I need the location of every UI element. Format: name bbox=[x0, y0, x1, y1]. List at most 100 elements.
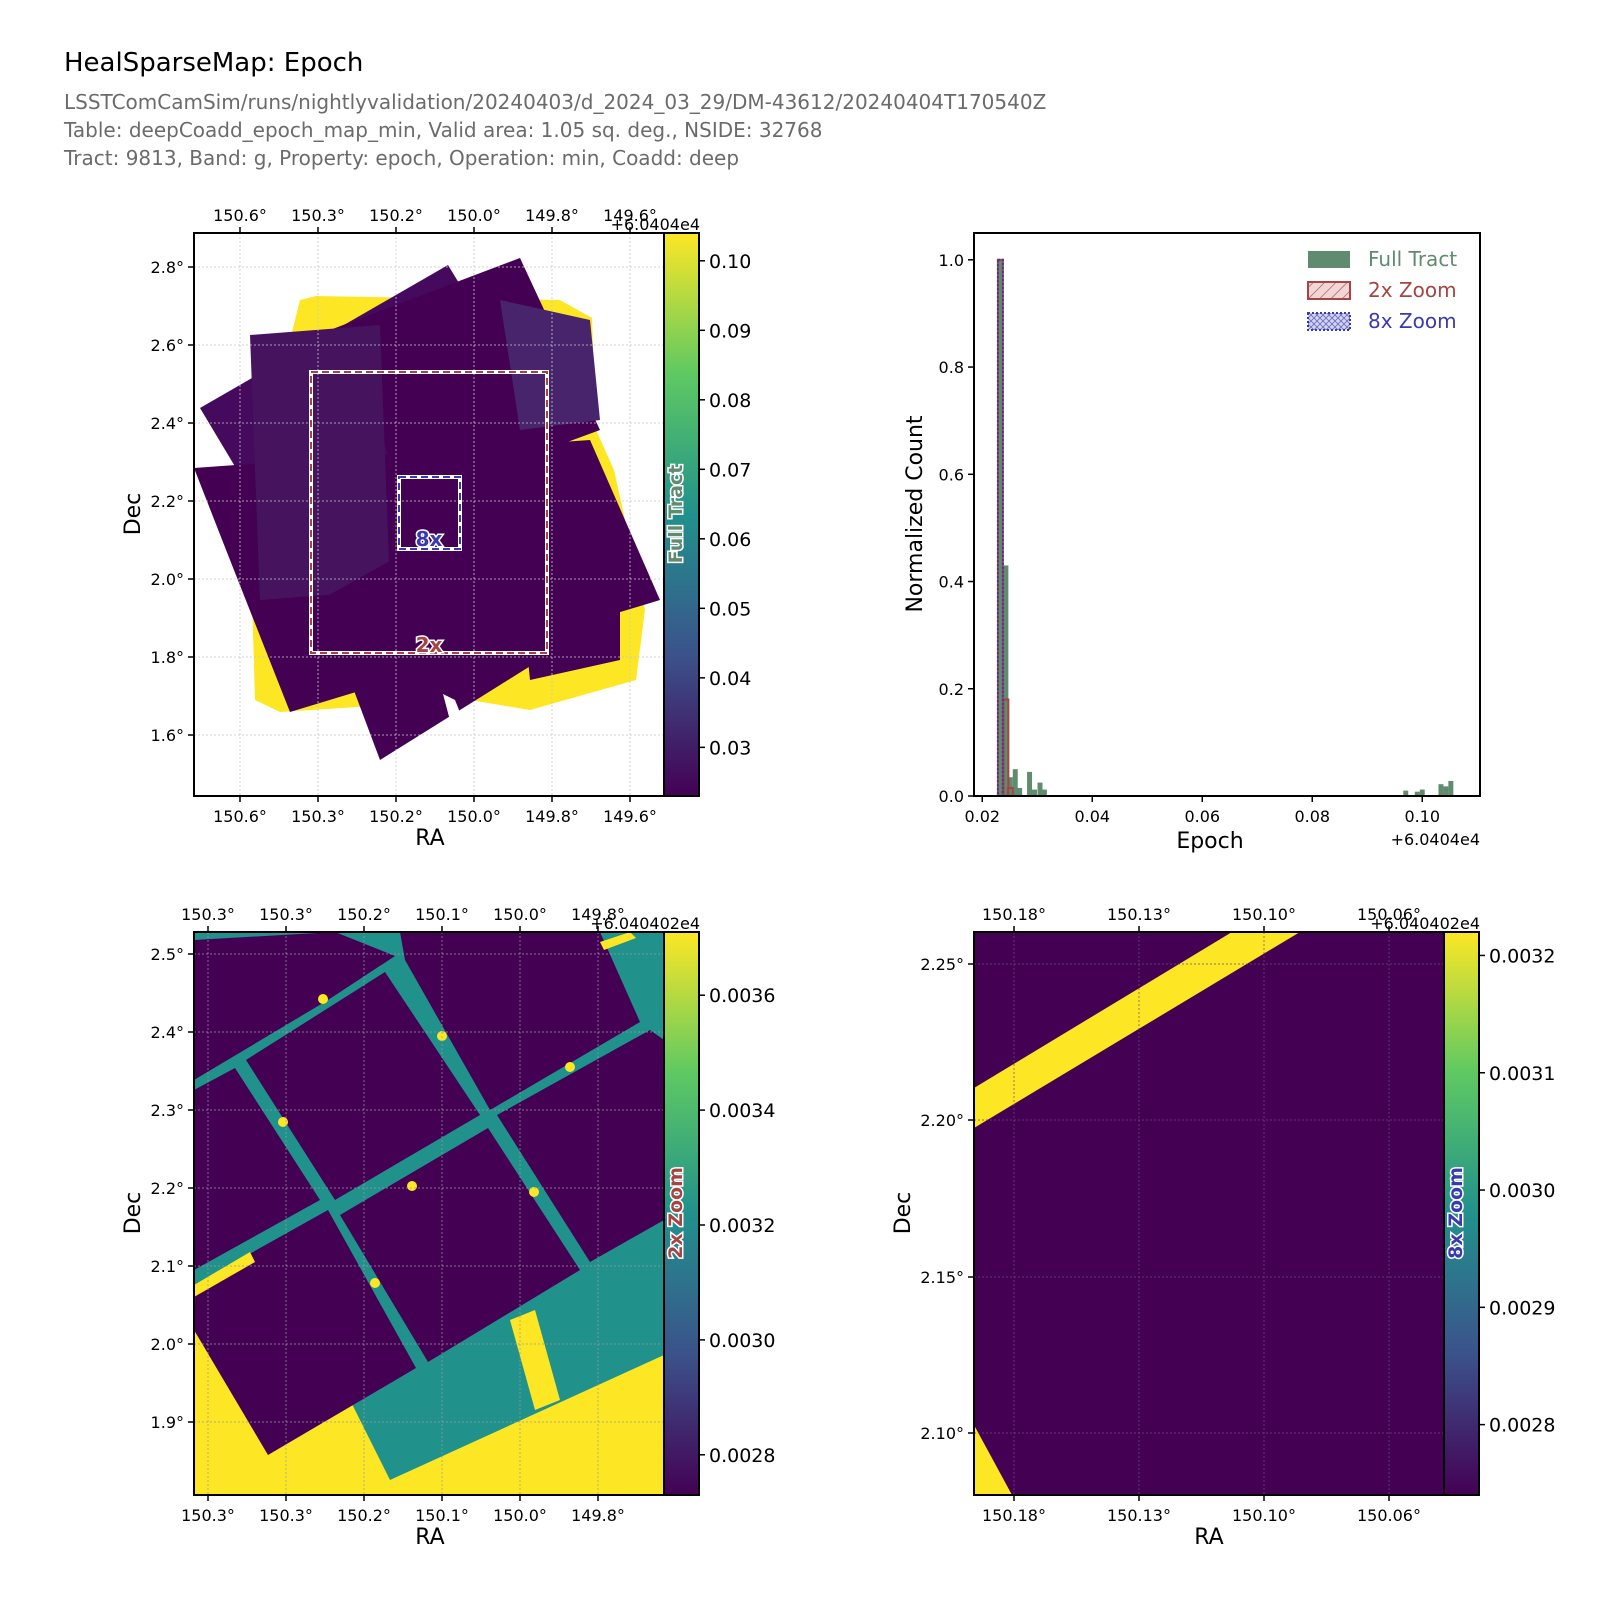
histogram-bar bbox=[1443, 786, 1449, 796]
colorbar-tick-label: 0.0028 bbox=[1489, 1415, 1555, 1437]
histogram-plot-area bbox=[974, 233, 1480, 796]
map-ticks: 150.6° 150.6° 150.3° 150.3° 150.2° 150.2° 150.… bbox=[151, 206, 657, 826]
full-tract-map: 8x 2x 150.6°150.6°150.3°150.3°150.2°150.… bbox=[121, 206, 751, 851]
legend-swatch-2x bbox=[1307, 281, 1351, 300]
x-tick-label: 0.06 bbox=[1184, 807, 1220, 826]
y-tick-label: 2.2° bbox=[151, 492, 184, 511]
x-axis-label: Epoch bbox=[1176, 829, 1243, 854]
x-tick-label: 150.3° bbox=[259, 1506, 313, 1525]
colorbar-ticks: 0.10 0.09 0.08 0.07 0.06 0.05 0.04 0.03 bbox=[699, 251, 751, 759]
y-tick-label: 0.4 bbox=[939, 573, 964, 592]
legend-label-full-tract: Full Tract bbox=[1368, 247, 1457, 271]
histogram-bar bbox=[1041, 789, 1047, 796]
map-chip bbox=[500, 300, 600, 430]
zoom2x-gridlines bbox=[194, 932, 664, 1495]
zoom2x-chip bbox=[340, 1128, 580, 1362]
x-tick-label: 150.0° bbox=[493, 1506, 547, 1525]
colorbar-label: 2x Zoom bbox=[665, 1167, 687, 1259]
x-tick-label-top: 149.6° bbox=[603, 206, 657, 225]
y-tick-label: 2.4° bbox=[151, 414, 184, 433]
x-tick-label: 150.1° bbox=[415, 1506, 469, 1525]
zoom8x-ticks: 150.18° 150.18° 150.13° 150.13° 150.10° 150.1… bbox=[920, 905, 1421, 1525]
zoom2x-chip bbox=[194, 1068, 320, 1270]
legend-swatch-8x bbox=[1307, 312, 1351, 331]
colorbar-offset: +6.040402e4 bbox=[1370, 914, 1480, 933]
x-tick-label: 0.08 bbox=[1294, 807, 1330, 826]
y-tick-label: 1.8° bbox=[151, 648, 184, 667]
y-tick-label: 2.1° bbox=[151, 1257, 184, 1276]
zoom8x-image bbox=[974, 932, 1444, 1495]
colorbar-tick-label: 0.03 bbox=[709, 737, 751, 759]
map-gridlines bbox=[194, 233, 664, 796]
x-tick-label-top: 150.0° bbox=[493, 905, 547, 924]
y-tick-label: 2.10° bbox=[920, 1424, 964, 1443]
map-chip bbox=[250, 325, 390, 600]
x-tick-label: 0.10 bbox=[1404, 807, 1440, 826]
zoom2x-chip bbox=[194, 1210, 416, 1455]
colorbar-tick-label: 0.09 bbox=[709, 320, 751, 342]
histogram-bar bbox=[1414, 791, 1420, 796]
y-axis-label: Dec bbox=[121, 1192, 146, 1235]
zoom8x-region-max-band bbox=[974, 932, 1300, 1128]
subtitle-tract-info: Tract: 9813, Band: g, Property: epoch, O… bbox=[64, 146, 740, 170]
histogram-bar bbox=[1403, 790, 1409, 796]
x-tick-label-top: 150.06° bbox=[1357, 905, 1421, 924]
full-tract-image bbox=[194, 233, 664, 796]
zoom8x-region-min bbox=[974, 932, 1444, 1495]
y-tick-label: 0.6 bbox=[939, 465, 964, 484]
x-tick-label: 150.10° bbox=[1232, 1506, 1296, 1525]
histogram-bar bbox=[1438, 784, 1444, 796]
x-tick-label-top: 150.6° bbox=[213, 206, 267, 225]
y-tick-label: 2.3° bbox=[151, 1101, 184, 1120]
histogram-bar bbox=[1012, 769, 1018, 796]
y-tick-label: 2.0° bbox=[151, 1335, 184, 1354]
colorbar-tick-label: 0.0032 bbox=[709, 1215, 775, 1237]
x-tick-label-top: 150.3° bbox=[291, 206, 345, 225]
legend-label-2x: 2x Zoom bbox=[1368, 278, 1457, 302]
zoom2x-ticks: 150.3° 150.3° 150.3° 150.3° 150.2° 150.2° 150.… bbox=[151, 905, 625, 1525]
x-offset-label: +6.0404e4 bbox=[1391, 830, 1480, 849]
figure-header: HealSparseMap: Epoch LSSTComCamSim/runs/… bbox=[64, 48, 1046, 172]
y-tick-label: 2.4° bbox=[151, 1023, 184, 1042]
x-tick-label-top: 149.8° bbox=[525, 206, 579, 225]
y-tick-label: 0.8 bbox=[939, 358, 964, 377]
x-tick-label-top: 150.1° bbox=[415, 905, 469, 924]
y-tick-label: 1.9° bbox=[151, 1413, 184, 1432]
x-tick-label: 150.13° bbox=[1107, 1506, 1171, 1525]
colorbar-tick-label: 0.05 bbox=[709, 598, 751, 620]
histogram-bar bbox=[1007, 777, 1013, 796]
x-tick-label-top: 150.3° bbox=[259, 905, 313, 924]
zoom8x-region-max-corner bbox=[974, 1425, 1012, 1495]
colorbar-tick-label: 0.0034 bbox=[709, 1100, 775, 1122]
y-axis-label: Dec bbox=[891, 1192, 916, 1235]
y-tick-label: 2.25° bbox=[920, 955, 964, 974]
zoom2x-chip bbox=[194, 932, 395, 1080]
histogram-bar bbox=[1017, 787, 1023, 796]
legend-swatch-full-tract bbox=[1308, 251, 1350, 268]
x-axis-label: RA bbox=[1194, 1525, 1223, 1550]
x-tick-label-top: 150.13° bbox=[1107, 905, 1171, 924]
x-tick-label: 149.8° bbox=[525, 807, 579, 826]
y-tick-label: 2.15° bbox=[920, 1268, 964, 1287]
zoom8x-box-outline bbox=[397, 475, 462, 551]
colorbar bbox=[663, 232, 700, 797]
x-tick-label: 150.0° bbox=[447, 807, 501, 826]
y-tick-label: 2.5° bbox=[151, 945, 184, 964]
histogram-bar bbox=[1032, 789, 1037, 796]
colorbar-tick-label: 0.08 bbox=[709, 390, 751, 412]
subtitle-run-path: LSSTComCamSim/runs/nightlyvalidation/202… bbox=[64, 90, 1047, 114]
y-axis-label: Normalized Count bbox=[903, 415, 928, 612]
colorbar-tick-label: 0.07 bbox=[709, 459, 751, 481]
x-tick-label: 149.6° bbox=[603, 807, 657, 826]
colorbar-label: Full Tract bbox=[665, 465, 687, 564]
x-tick-label: 150.2° bbox=[337, 1506, 391, 1525]
y-tick-label: 2.2° bbox=[151, 1179, 184, 1198]
y-tick-label: 1.0 bbox=[939, 251, 964, 270]
y-tick-label: 2.20° bbox=[920, 1111, 964, 1130]
histogram-legend: Full Tract 2x Zoom 8x Zoom bbox=[1307, 247, 1457, 333]
histogram-bar bbox=[996, 258, 1004, 797]
colorbar-tick-label: 0.0036 bbox=[709, 985, 775, 1007]
legend-label-8x: 8x Zoom bbox=[1368, 309, 1457, 333]
histogram-bar bbox=[1419, 789, 1425, 796]
